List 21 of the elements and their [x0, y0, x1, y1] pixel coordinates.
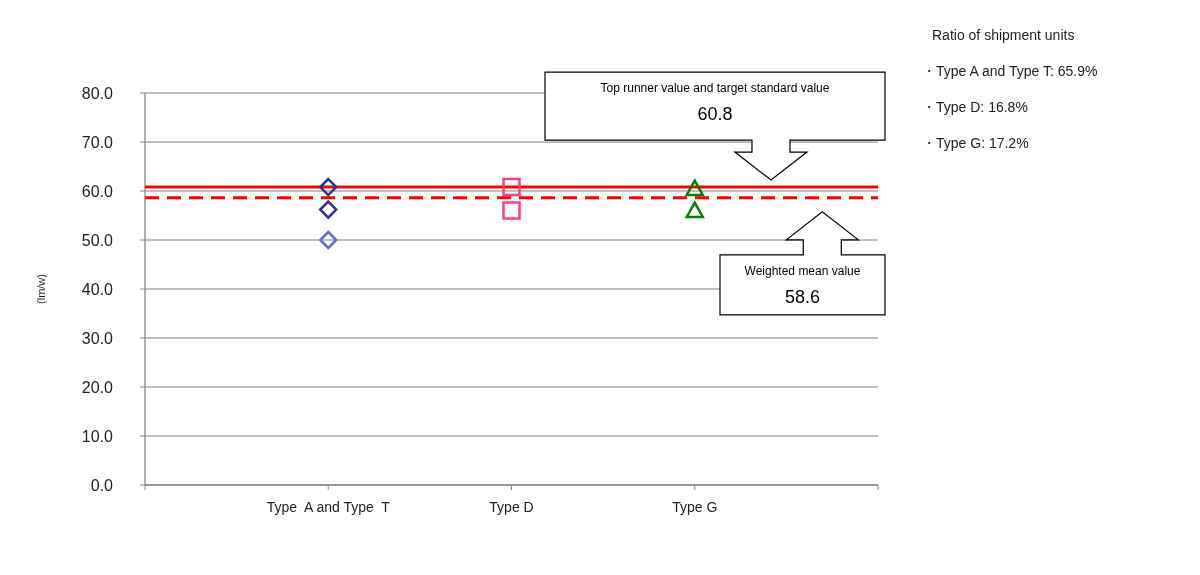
text: ・Type D: 16.8% — [922, 99, 1028, 115]
y-tick-label: 80.0 — [81, 85, 114, 102]
y-tick-label: 10.0 — [81, 428, 114, 445]
y-tick-label: 50.0 — [81, 232, 114, 249]
text: ・Type A and Type T: 65.9% — [922, 63, 1098, 79]
y-tick-label: 60.0 — [81, 183, 114, 200]
y-tick-label: 40.0 — [81, 281, 114, 298]
y-tick-label: 0.0 — [90, 477, 114, 494]
y-tick-label: 30.0 — [81, 330, 114, 347]
x-tick-label: Type G — [672, 499, 718, 515]
x-tick-label: Type D — [489, 499, 534, 515]
text: ・Type G: 17.2% — [922, 135, 1029, 151]
annotation: Top runner value and target standard value — [600, 81, 830, 96]
y-tick-label: 70.0 — [81, 134, 114, 151]
annotation: 60.8 — [697, 104, 733, 125]
annotation: Weighted mean value — [744, 263, 861, 278]
y-axis-title: (lm/w) — [35, 274, 47, 304]
x-tick-label: Type A and Type T — [266, 499, 391, 515]
y-tick-label: 20.0 — [81, 379, 114, 396]
annotation: 58.6 — [784, 286, 821, 307]
text: Ratio of shipment units — [932, 27, 1075, 43]
